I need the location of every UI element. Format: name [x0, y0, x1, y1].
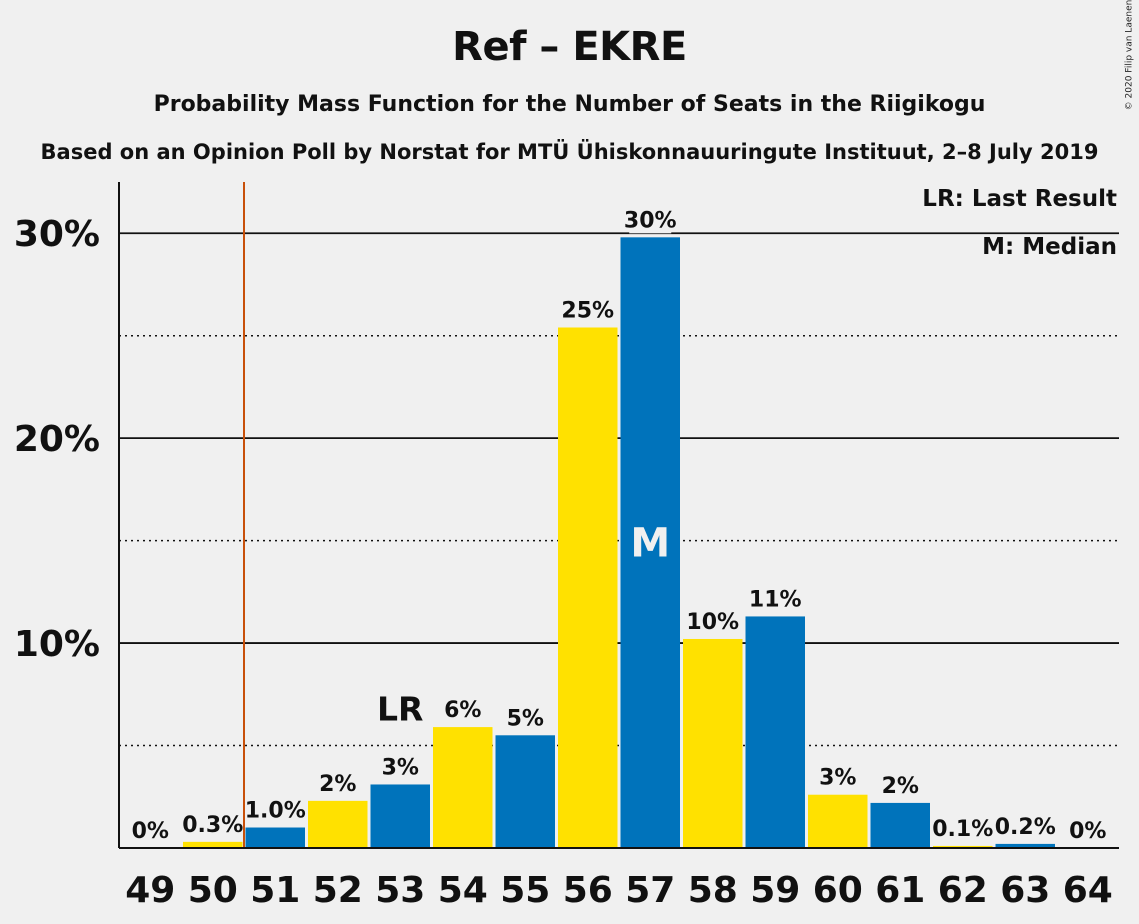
x-tick-label-49: 49 [125, 870, 175, 911]
bar-63 [995, 843, 1055, 848]
value-label-bg [754, 584, 797, 613]
value-label-bg [691, 606, 734, 635]
value-label-61: 2% [882, 774, 919, 799]
median-marker: M [630, 521, 670, 567]
x-tick-label-54: 54 [438, 870, 488, 911]
value-label-53: 3% [382, 755, 419, 780]
value-label-58: 10% [686, 610, 739, 635]
x-tick-label-60: 60 [813, 870, 863, 911]
y-tick-label: 10% [14, 624, 100, 665]
value-label-bg [185, 809, 240, 838]
bar-60 [808, 794, 868, 848]
bar-53 [370, 784, 430, 848]
x-tick-label-56: 56 [563, 870, 613, 911]
x-tick-label-59: 59 [750, 870, 800, 911]
value-label-63: 0.2% [995, 815, 1056, 840]
x-tick-label-64: 64 [1063, 870, 1113, 911]
x-tick-label-53: 53 [375, 870, 425, 911]
bar-51 [245, 827, 305, 848]
bar-62 [933, 845, 993, 848]
x-tick-label-51: 51 [250, 870, 300, 911]
x-tick-label-55: 55 [500, 870, 550, 911]
x-tick-label-62: 62 [938, 870, 988, 911]
x-tick-label-61: 61 [875, 870, 925, 911]
value-label-bg [885, 770, 916, 799]
bar-52 [308, 800, 368, 848]
legend-median: M: Median [982, 234, 1117, 260]
x-tick-label-50: 50 [188, 870, 238, 911]
bar-50 [183, 841, 243, 848]
x-tick-label-52: 52 [313, 870, 363, 911]
chart-subtitle-source: Based on an Opinion Poll by Norstat for … [40, 140, 1099, 164]
bar-59 [745, 616, 805, 848]
x-tick-label-63: 63 [1000, 870, 1050, 911]
chart-subtitle: Probability Mass Function for the Number… [153, 92, 986, 117]
value-label-62: 0.1% [932, 817, 993, 842]
legend-last-result: LR: Last Result [922, 186, 1117, 212]
value-label-55: 5% [507, 706, 544, 731]
value-label-bg [566, 295, 609, 324]
value-label-bg [998, 811, 1053, 840]
x-tick-label-57: 57 [625, 870, 675, 911]
chart-title: Ref – EKRE [452, 24, 687, 70]
value-label-64: 0% [1069, 819, 1106, 844]
x-tick-label-58: 58 [688, 870, 738, 911]
value-label-bg [510, 703, 541, 732]
bar-61 [870, 802, 930, 848]
value-label-bg [1072, 816, 1103, 844]
value-label-bg [629, 205, 672, 234]
value-label-bg [935, 813, 990, 842]
value-label-56: 25% [561, 298, 614, 323]
value-label-bg [322, 768, 353, 797]
value-label-60: 3% [819, 766, 856, 791]
value-label-57: 30% [624, 208, 677, 233]
y-tick-label: 20% [14, 419, 100, 460]
value-label-bg [248, 795, 303, 824]
value-label-59: 11% [749, 587, 802, 612]
value-label-bg [822, 762, 853, 791]
value-label-bg [385, 752, 416, 781]
last-result-marker: LR [377, 689, 423, 728]
value-label-51: 1.0% [245, 799, 306, 824]
bar-55 [495, 735, 555, 848]
bar-57 [620, 237, 680, 848]
y-tick-label: 30% [14, 214, 100, 255]
value-label-54: 6% [444, 698, 481, 723]
bar-58 [683, 638, 743, 848]
value-label-52: 2% [319, 772, 356, 797]
bar-56 [558, 327, 618, 849]
value-label-50: 0.3% [182, 813, 243, 838]
bar-54 [433, 727, 493, 848]
value-label-bg [135, 816, 166, 844]
value-label-49: 0% [132, 819, 169, 844]
value-label-bg [447, 695, 478, 724]
